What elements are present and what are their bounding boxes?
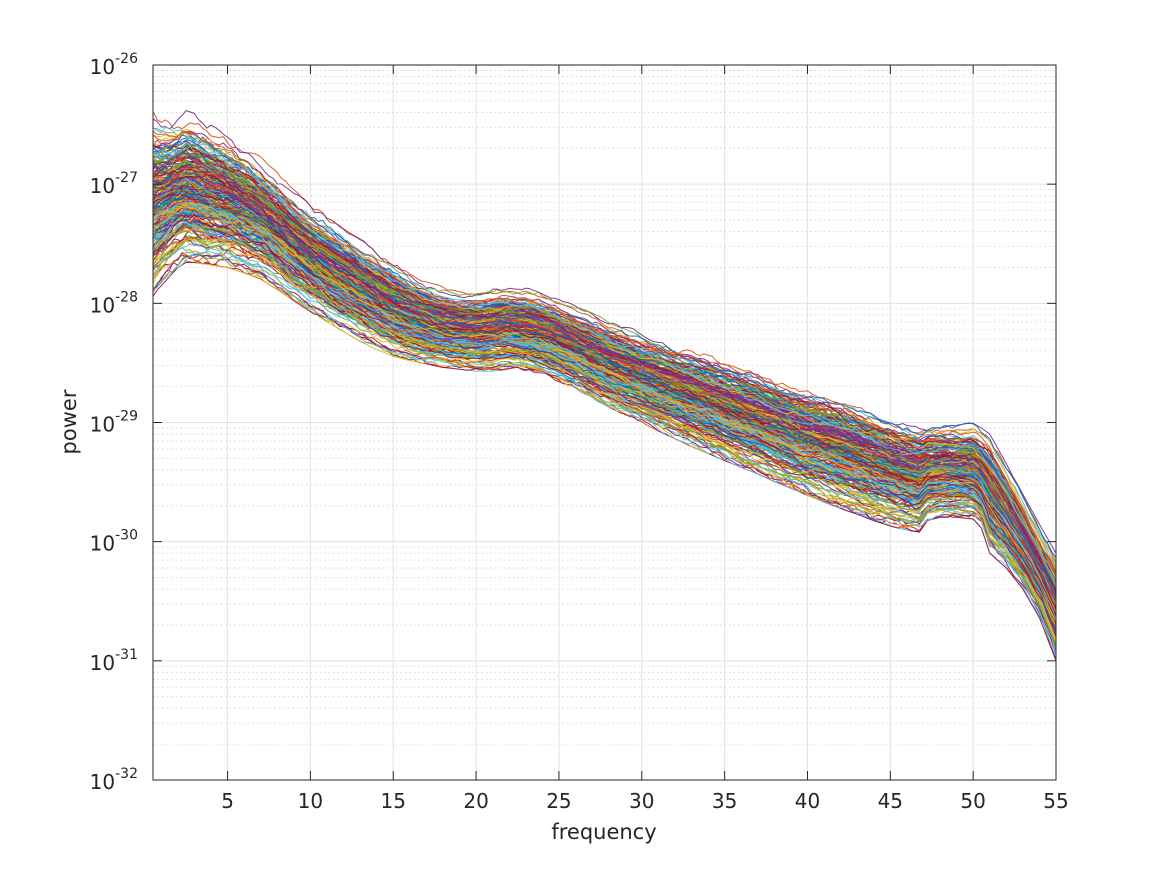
x-tick-label: 45: [878, 789, 903, 813]
series-line: [153, 214, 1056, 625]
series-line: [153, 127, 1056, 568]
series-line: [153, 110, 1056, 564]
series-line: [153, 174, 1056, 617]
y-tick-base: 10: [90, 413, 115, 437]
x-tick-label: 50: [960, 789, 985, 813]
series-line: [153, 171, 1056, 595]
y-tick-exponent: -27: [115, 170, 138, 186]
y-tick-label: 10-29: [90, 409, 138, 437]
x-tick-label: 40: [795, 789, 820, 813]
x-tick-label: 55: [1043, 789, 1068, 813]
series-line: [153, 168, 1056, 592]
y-tick-label: 10-30: [90, 528, 138, 556]
x-axis-label: frequency: [551, 820, 656, 844]
series-line: [153, 214, 1056, 637]
series-line: [153, 185, 1056, 602]
series-line: [153, 176, 1056, 594]
y-tick-label: 10-28: [90, 289, 138, 317]
y-tick-label: 10-31: [90, 647, 138, 675]
y-tick-base: 10: [90, 651, 115, 675]
series-line: [153, 130, 1056, 572]
series-line: [153, 110, 1056, 554]
series-line: [153, 243, 1056, 654]
series-line: [153, 243, 1056, 656]
series-lines: [153, 110, 1056, 661]
y-tick-exponent: -32: [115, 766, 138, 782]
y-axis-label: power: [57, 389, 81, 454]
series-line: [153, 156, 1056, 597]
y-tick-label: 10-26: [90, 51, 138, 79]
series-line: [153, 166, 1056, 598]
series-line: [153, 132, 1056, 579]
series-line: [153, 192, 1056, 608]
y-tick-exponent: -26: [115, 51, 138, 67]
x-tick-label: 20: [463, 789, 488, 813]
x-tick-label: 5: [221, 789, 234, 813]
y-tick-exponent: -31: [115, 647, 138, 663]
axis-ticks: [153, 64, 1057, 781]
series-line: [153, 199, 1056, 619]
y-tick-base: 10: [90, 293, 115, 317]
y-tick-exponent: -28: [115, 289, 138, 305]
y-tick-base: 10: [90, 174, 115, 198]
y-tick-exponent: -30: [115, 528, 138, 544]
series-line: [153, 151, 1056, 591]
y-tick-label: 10-32: [90, 766, 138, 794]
y-tick-base: 10: [90, 532, 115, 556]
series-line: [153, 253, 1056, 660]
y-tick-base: 10: [90, 770, 115, 794]
x-tick-label: 35: [712, 789, 737, 813]
x-tick-label: 10: [298, 789, 323, 813]
y-tick-exponent: -29: [115, 409, 138, 425]
series-line: [153, 220, 1056, 637]
x-tick-label: 30: [629, 789, 654, 813]
series-line: [153, 224, 1056, 627]
x-tick-label: 25: [546, 789, 571, 813]
x-tick-labels: 5 10 15 20 25 30 35 40 45 50 55: [221, 789, 1069, 813]
series-line: [153, 131, 1056, 576]
series-line: [153, 235, 1056, 645]
series-line: [153, 167, 1056, 598]
series-line: [153, 148, 1056, 588]
y-tick-label: 10-27: [90, 170, 138, 198]
series-line: [153, 137, 1056, 586]
x-tick-label: 15: [381, 789, 406, 813]
series-line: [153, 202, 1056, 614]
y-tick-base: 10: [90, 55, 115, 79]
